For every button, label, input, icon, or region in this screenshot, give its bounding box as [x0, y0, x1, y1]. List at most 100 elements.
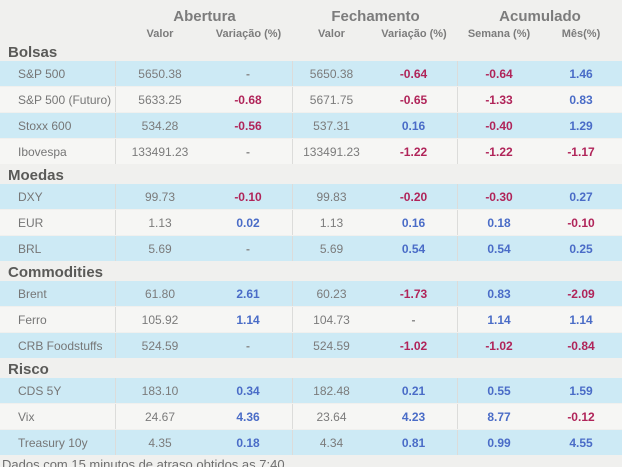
cell: 4.34: [319, 435, 344, 450]
cell: 1.13: [148, 215, 172, 230]
row-label: Stoxx 600: [0, 113, 116, 138]
cell: -0.20: [370, 184, 458, 209]
col-header-acumulado-mes: Mês(%): [561, 28, 601, 40]
cell: 24.67: [144, 409, 176, 424]
cell: 61.80: [144, 286, 176, 301]
cell: 4.23: [370, 404, 458, 429]
table-row: CRB Foodstuffs 524.59 - 524.59 -1.02 -1.02 -0.…: [0, 333, 622, 358]
table-row: S&P 500 (Futuro) 5633.25 -0.68 5671.75 -0.65…: [0, 87, 622, 112]
cell: 4.35: [148, 435, 172, 450]
cell: 534.28: [141, 118, 179, 133]
cell: -1.02: [485, 338, 513, 353]
row-label: EUR: [0, 210, 116, 235]
cell: 133491.23: [131, 144, 189, 159]
col-header-abertura-valor: Valor: [146, 28, 174, 40]
cell: 0.54: [487, 241, 511, 256]
col-header-acumulado-semana: Semana (%): [467, 28, 531, 40]
table-row: Ibovespa 133491.23-133491.23 -1.22 -1.22 -1.…: [0, 139, 622, 164]
cell: 5.69: [148, 241, 172, 256]
cell: 183.10: [141, 383, 179, 398]
cell: 1.14: [487, 312, 511, 327]
table-row: CDS 5Y 183.10 0.34 182.48 0.21 0.55 1.59: [0, 378, 622, 403]
cell: 0.02: [204, 210, 293, 235]
cell: 1.59: [569, 383, 593, 398]
cell: 0.34: [204, 378, 293, 403]
row-label: DXY: [0, 184, 116, 209]
cell: 1.14: [204, 307, 293, 332]
cell: 133491.23: [303, 144, 360, 159]
row-label: Treasury 10y: [0, 430, 116, 455]
row-label: CRB Foodstuffs: [0, 333, 116, 358]
cell: 1.46: [569, 66, 593, 81]
group-header-acumulado: Acumulado: [499, 8, 581, 25]
cell: 0.83: [487, 286, 511, 301]
cell: 105.92: [141, 312, 179, 327]
cell: -0.65: [370, 87, 458, 112]
cell: -2.09: [567, 286, 595, 301]
cell: 4.55: [569, 435, 593, 450]
cell: 537.31: [313, 118, 350, 133]
cell: 5.69: [319, 241, 344, 256]
cell: 2.61: [204, 281, 293, 306]
cell: -0.84: [567, 338, 595, 353]
cell: -0.10: [567, 215, 595, 230]
cell: 1.29: [569, 118, 593, 133]
cell: 5633.25: [138, 92, 182, 107]
cell: -0.56: [204, 113, 293, 138]
row-label: S&P 500: [0, 61, 116, 86]
cell: 8.77: [487, 409, 511, 424]
cell: 5671.75: [309, 92, 354, 107]
column-sub-header: Valor Variação (%) Valor Variação (%) Se…: [0, 26, 622, 42]
cell: -0.40: [485, 118, 513, 133]
sections-container: Bolsas S&P 500 5650.38 - 5650.38 -0.64 -0.64 1.…: [0, 42, 622, 455]
cell: 0.21: [370, 378, 458, 403]
data-delay-note: Dados com 15 minutos de atraso obtidos a…: [2, 457, 285, 467]
cell: -: [204, 139, 293, 164]
row-label: Vix: [0, 404, 116, 429]
table-row: DXY 99.73 -0.10 99.83 -0.20 -0.30 0.27: [0, 184, 622, 209]
cell: -0.12: [567, 409, 595, 424]
cell: -1.22: [370, 139, 458, 164]
cell: 1.14: [569, 312, 593, 327]
row-label: BRL: [0, 236, 116, 261]
cell: -0.10: [204, 184, 293, 209]
table-row: Stoxx 600 534.28 -0.56 537.31 0.16 -0.40 1.29: [0, 113, 622, 138]
cell: 0.16: [370, 113, 458, 138]
cell: 60.23: [316, 286, 347, 301]
cell: 524.59: [313, 338, 350, 353]
cell: 0.55: [487, 383, 511, 398]
table-row: S&P 500 5650.38 - 5650.38 -0.64 -0.64 1.46: [0, 61, 622, 86]
cell: -: [204, 236, 293, 261]
cell: 99.73: [144, 189, 176, 204]
section-title-moedas: Moedas: [8, 167, 64, 184]
row-label: Ferro: [0, 307, 116, 332]
table-row: Brent 61.80 2.61 60.23 -1.73 0.83 -2.09: [0, 281, 622, 306]
cell: -1.02: [370, 333, 458, 358]
cell: 5650.38: [138, 66, 182, 81]
cell: -1.17: [567, 144, 595, 159]
cell: 0.83: [569, 92, 593, 107]
section-title-commodities: Commodities: [8, 264, 104, 281]
cell: -: [204, 61, 293, 86]
cell: -1.73: [370, 281, 458, 306]
section-title-risco: Risco: [8, 361, 49, 378]
row-label: Brent: [0, 281, 116, 306]
cell: 104.73: [313, 312, 350, 327]
cell: 0.18: [487, 215, 511, 230]
cell: 0.54: [370, 236, 458, 261]
cell: 99.83: [316, 189, 347, 204]
cell: -1.33: [485, 92, 513, 107]
row-label: CDS 5Y: [0, 378, 116, 403]
column-group-header: Abertura Fechamento Acumulado: [0, 0, 622, 26]
cell: -0.30: [485, 189, 513, 204]
cell: 0.25: [569, 241, 593, 256]
col-header-fechamento-variacao: Variação (%): [381, 28, 447, 40]
cell: -0.64: [370, 61, 458, 86]
group-header-abertura: Abertura: [173, 8, 236, 25]
cell: -0.64: [485, 66, 513, 81]
col-header-fechamento-valor: Valor: [318, 28, 345, 40]
col-header-abertura-variacao: Variação (%): [215, 28, 282, 40]
cell: 0.16: [370, 210, 458, 235]
table-row: Vix 24.67 4.36 23.64 4.23 8.77 -0.12: [0, 404, 622, 429]
